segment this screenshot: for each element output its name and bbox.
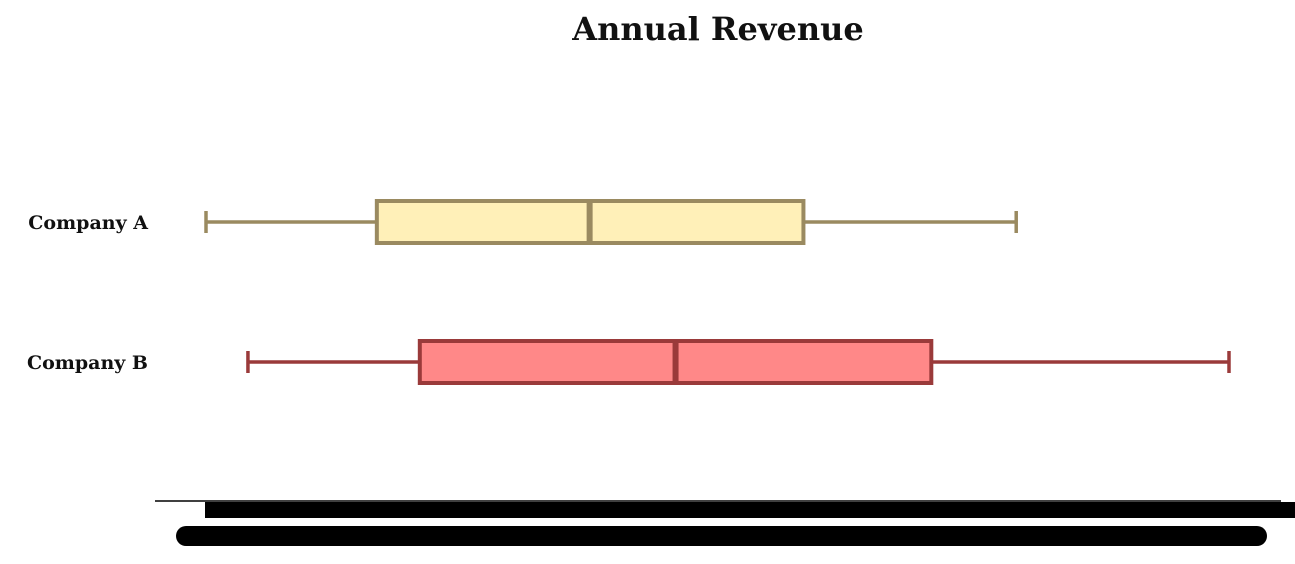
x-tick-mark-9: [1125, 502, 1230, 518]
x-tick-mark-2: [409, 502, 514, 518]
x-tick-labels-overlap: [176, 526, 1267, 546]
x-tick-mark-8: [1023, 502, 1128, 518]
x-tick-mark-4: [614, 502, 719, 518]
box-plot-area: Company A Company B: [27, 199, 1231, 385]
x-tick-mark-7: [921, 502, 1026, 518]
category-label-company-b: Company B: [27, 352, 148, 374]
chart-title: Annual Revenue: [571, 10, 863, 48]
x-tick-mark-3: [511, 502, 617, 518]
x-tick-mark-6: [818, 502, 924, 518]
category-label-company-a: Company A: [28, 212, 148, 234]
x-tick-mark-1: [307, 502, 412, 518]
x-tick-mark-10: [1228, 502, 1295, 518]
x-axis-ticks: [176, 502, 1295, 546]
x-tick-mark-0: [205, 502, 310, 518]
x-tick-mark-5: [716, 502, 821, 518]
